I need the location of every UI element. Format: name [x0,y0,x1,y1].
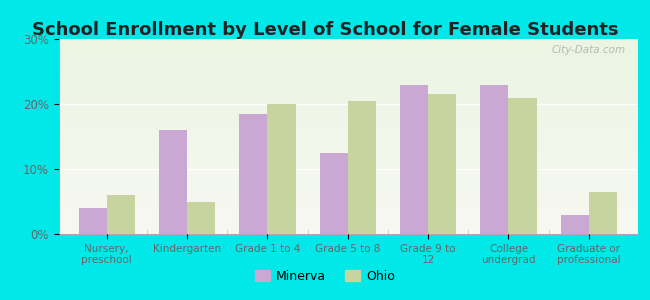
Bar [79,208,107,234]
Legend: Minerva, Ohio: Minerva, Ohio [250,265,400,288]
Bar [400,85,428,234]
Bar [348,101,376,234]
Bar [428,94,456,234]
Bar [508,98,536,234]
Bar [159,130,187,234]
Bar [187,202,215,234]
Bar [589,192,617,234]
Bar [480,85,508,234]
Text: School Enrollment by Level of School for Female Students: School Enrollment by Level of School for… [32,21,618,39]
Bar [561,214,589,234]
Text: City-Data.com: City-Data.com [551,45,625,55]
Bar [107,195,135,234]
Bar [239,114,267,234]
Bar [320,153,348,234]
Bar [267,104,296,234]
